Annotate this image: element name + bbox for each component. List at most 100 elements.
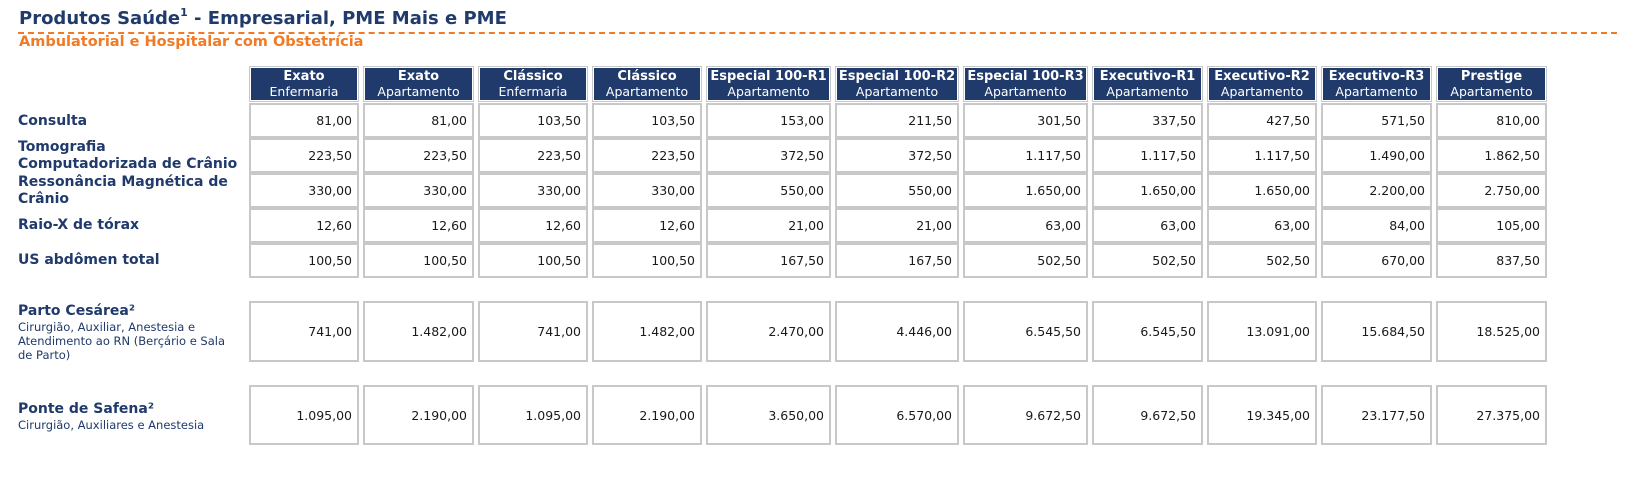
column-header-accommodation: Enfermaria <box>498 84 568 99</box>
column-header-plan: Exato <box>283 69 325 84</box>
table-cell: 427,50 <box>1207 103 1317 138</box>
column-header: Clássico Enfermaria <box>478 66 588 102</box>
column-header-plan: Especial 100-R1 <box>710 69 827 84</box>
column-header: Executivo-R3 Apartamento <box>1321 66 1432 102</box>
column-header-accommodation: Apartamento <box>984 84 1067 99</box>
table-cell: 4.446,00 <box>835 301 959 362</box>
column-header-accommodation: Apartamento <box>727 84 810 99</box>
table-cell: 1.482,00 <box>592 301 702 362</box>
row-label: Tomografia Computadorizada de Crânio <box>18 139 246 173</box>
table-cell: 223,50 <box>592 138 702 173</box>
table-cell: 13.091,00 <box>1207 301 1317 362</box>
row-label-text: Ressonância Magnética de Crânio <box>18 174 228 207</box>
column-header: Executivo-R2 Apartamento <box>1207 66 1317 102</box>
column-header-accommodation: Enfermaria <box>269 84 339 99</box>
table-cell: 21,00 <box>706 208 831 243</box>
column-header: Exato Apartamento <box>363 66 474 102</box>
table-cell: 502,50 <box>963 243 1088 278</box>
table-cell: 337,50 <box>1092 103 1203 138</box>
table-cell: 12,60 <box>592 208 702 243</box>
table-cell: 1.117,50 <box>1207 138 1317 173</box>
table-cell: 27.375,00 <box>1436 385 1547 445</box>
column-header-plan: Especial 100-R2 <box>838 69 956 84</box>
column-header-accommodation: Apartamento <box>1335 84 1418 99</box>
column-header-plan: Executivo-R1 <box>1099 69 1196 84</box>
table-cell: 330,00 <box>363 173 474 208</box>
table-cell: 100,50 <box>363 243 474 278</box>
table-cell: 9.672,50 <box>963 385 1088 445</box>
table-cell: 63,00 <box>963 208 1088 243</box>
table-cell: 167,50 <box>706 243 831 278</box>
table-cell: 550,00 <box>706 173 831 208</box>
row-label-text: Consulta <box>18 113 88 129</box>
table-cell: 550,00 <box>835 173 959 208</box>
row-label-text: Tomografia Computadorizada de Crânio <box>18 139 238 172</box>
table-cell: 1.095,00 <box>249 385 359 445</box>
table-cell: 9.672,50 <box>1092 385 1203 445</box>
table-cell: 372,50 <box>835 138 959 173</box>
page-title: Produtos Saúde1 - Empresarial, PME Mais … <box>19 6 507 29</box>
table-cell: 84,00 <box>1321 208 1432 243</box>
table-cell: 12,60 <box>249 208 359 243</box>
table-cell: 167,50 <box>835 243 959 278</box>
row-label: Consulta <box>18 113 238 130</box>
table-cell: 15.684,50 <box>1321 301 1432 362</box>
column-header-accommodation: Apartamento <box>1450 84 1533 99</box>
table-cell: 1.117,50 <box>963 138 1088 173</box>
table-cell: 1.650,00 <box>1092 173 1203 208</box>
table-cell: 100,50 <box>478 243 588 278</box>
row-label: Ponte de Safena² Cirurgião, Auxiliares e … <box>18 401 238 432</box>
table-cell: 103,50 <box>478 103 588 138</box>
column-header: Especial 100-R3 Apartamento <box>963 66 1088 102</box>
table-cell: 2.750,00 <box>1436 173 1547 208</box>
column-header-plan: Clássico <box>503 69 563 84</box>
table-cell: 153,00 <box>706 103 831 138</box>
table-cell: 223,50 <box>363 138 474 173</box>
table-cell: 330,00 <box>249 173 359 208</box>
column-header-plan: Executivo-R2 <box>1214 69 1310 84</box>
column-header-accommodation: Apartamento <box>605 84 689 99</box>
table-cell: 837,50 <box>1436 243 1547 278</box>
table-cell: 81,00 <box>363 103 474 138</box>
table-cell: 6.545,50 <box>1092 301 1203 362</box>
table-cell: 330,00 <box>478 173 588 208</box>
column-header-accommodation: Apartamento <box>855 84 939 99</box>
table-cell: 211,50 <box>835 103 959 138</box>
table-cell: 330,00 <box>592 173 702 208</box>
table-cell: 372,50 <box>706 138 831 173</box>
table-cell: 1.650,00 <box>1207 173 1317 208</box>
column-header-accommodation: Apartamento <box>377 84 460 99</box>
table-cell: 1.650,00 <box>963 173 1088 208</box>
table-cell: 100,50 <box>592 243 702 278</box>
table-cell: 301,50 <box>963 103 1088 138</box>
table-cell: 1.490,00 <box>1321 138 1432 173</box>
column-header: Prestige Apartamento <box>1436 66 1547 102</box>
table-cell: 12,60 <box>478 208 588 243</box>
table-cell: 103,50 <box>592 103 702 138</box>
table-cell: 1.095,00 <box>478 385 588 445</box>
table-cell: 2.190,00 <box>363 385 474 445</box>
row-label: Ressonância Magnética de Crânio <box>18 174 246 208</box>
dashed-divider <box>18 32 1617 34</box>
table-cell: 502,50 <box>1092 243 1203 278</box>
column-header: Clássico Apartamento <box>592 66 702 102</box>
table-cell: 81,00 <box>249 103 359 138</box>
table-cell: 19.345,00 <box>1207 385 1317 445</box>
table-cell: 100,50 <box>249 243 359 278</box>
row-label-detail: Cirurgião, Auxiliar, Anestesia e Atendim… <box>18 320 226 362</box>
column-header: Especial 100-R2 Apartamento <box>835 66 959 102</box>
table-cell: 21,00 <box>835 208 959 243</box>
table-cell: 18.525,00 <box>1436 301 1547 362</box>
table-cell: 223,50 <box>249 138 359 173</box>
row-label: US abdômen total <box>18 252 238 269</box>
column-header-plan: Clássico <box>617 69 677 84</box>
table-cell: 63,00 <box>1207 208 1317 243</box>
table-cell: 670,00 <box>1321 243 1432 278</box>
page-subtitle: Ambulatorial e Hospitalar com Obstetríci… <box>19 34 364 50</box>
title-rest: - Empresarial, PME Mais e PME <box>187 8 507 29</box>
table-cell: 105,00 <box>1436 208 1547 243</box>
title-footnote-marker: 1 <box>180 6 188 19</box>
row-label-text: Ponte de Safena² <box>18 401 154 417</box>
table-cell: 810,00 <box>1436 103 1547 138</box>
table-cell: 1.862,50 <box>1436 138 1547 173</box>
